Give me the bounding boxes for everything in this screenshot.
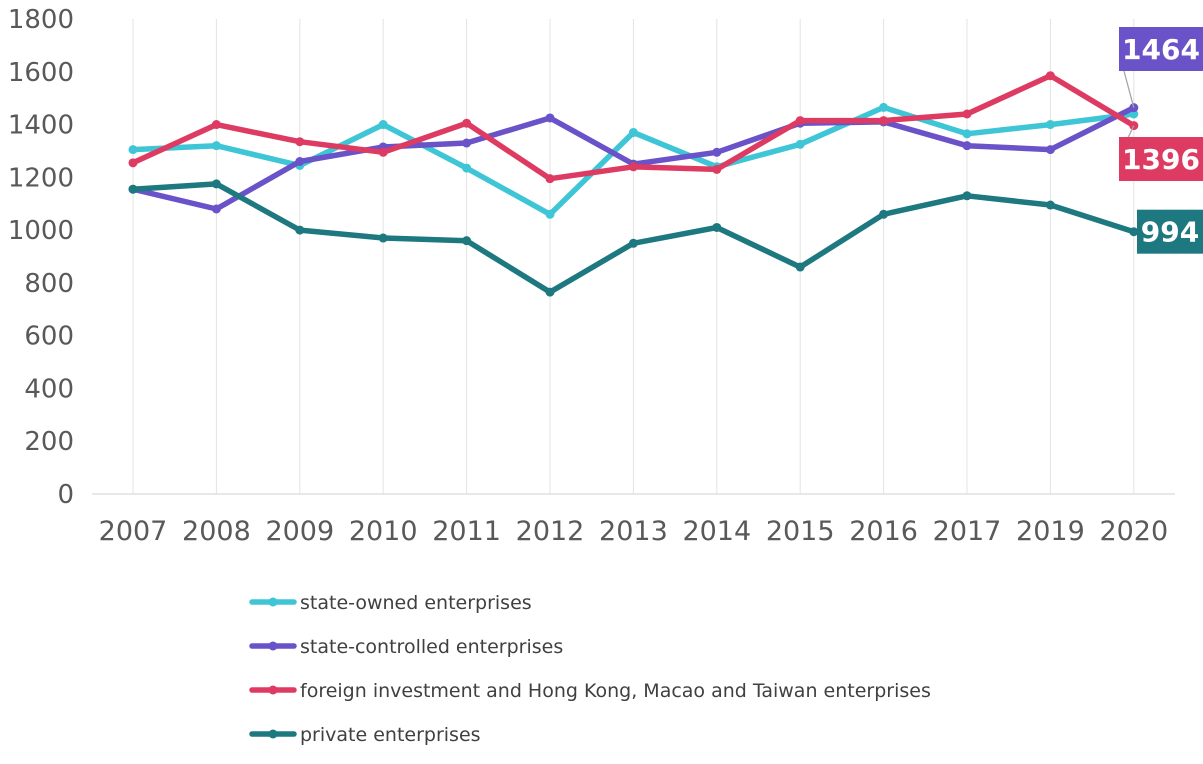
data-point (295, 225, 305, 235)
x-tick-label: 2010 (349, 516, 418, 547)
data-point (128, 145, 138, 155)
data-point (462, 118, 472, 128)
data-point (712, 147, 722, 157)
legend-swatch-marker (268, 685, 278, 695)
callout-label: 1464 (1122, 33, 1200, 66)
data-point (879, 209, 889, 219)
data-point (211, 141, 221, 151)
x-tick-label: 2019 (1016, 516, 1085, 547)
data-point (545, 113, 555, 123)
x-tick-label: 2007 (99, 516, 168, 547)
axis-layer: 0 200 400 600 800 1000 1200 1400 1600 1800 2007 200… (8, 5, 1175, 547)
data-point (795, 139, 805, 149)
series-layer (128, 71, 1139, 297)
x-tick-label: 2015 (766, 516, 835, 547)
data-point (462, 163, 472, 173)
data-point (795, 116, 805, 126)
legend-label: state-controlled enterprises (300, 636, 563, 658)
legend-item-4: private enterprises (249, 724, 481, 746)
legend-swatch-marker (268, 641, 278, 651)
y-tick-label: 600 (24, 322, 74, 352)
data-point (962, 191, 972, 201)
data-point (211, 179, 221, 189)
x-tick-label: 2008 (182, 516, 251, 547)
data-point (1045, 71, 1055, 81)
data-point (628, 162, 638, 172)
x-tick-label: 2009 (265, 516, 334, 547)
data-point (295, 157, 305, 166)
callout-994: 994 (1137, 209, 1203, 254)
y-tick-label: 0 (57, 480, 74, 510)
y-tick-label: 800 (24, 269, 74, 299)
callout-box (1137, 209, 1203, 254)
data-point (1129, 227, 1139, 237)
data-point (378, 233, 388, 243)
y-tick-label: 1400 (8, 111, 74, 141)
data-point (462, 138, 472, 148)
callout-1464: 1464 (1119, 27, 1203, 108)
data-point (1045, 120, 1055, 130)
data-point (962, 129, 972, 139)
y-tick-label: 1000 (8, 216, 74, 246)
series-4 (128, 179, 1139, 297)
x-tick-label: 2014 (682, 516, 751, 547)
data-point (545, 209, 555, 219)
y-tick-label: 1800 (8, 5, 74, 35)
x-tick-label: 2020 (1099, 516, 1168, 547)
data-point (378, 147, 388, 157)
data-point (128, 184, 138, 194)
legend-item-2: state-controlled enterprises (249, 636, 563, 658)
legend-label: private enterprises (300, 724, 481, 746)
data-point (462, 236, 472, 246)
data-point (879, 116, 889, 126)
callout-label: 994 (1141, 216, 1199, 249)
x-tick-label: 2016 (849, 516, 918, 547)
callout-label: 1396 (1122, 143, 1200, 176)
legend-swatch-marker (268, 597, 278, 607)
callout-1396: 1396 (1119, 125, 1203, 181)
data-point (628, 238, 638, 248)
data-point (712, 164, 722, 174)
data-point (1045, 200, 1055, 210)
data-point (378, 120, 388, 130)
x-tick-label: 2013 (599, 516, 668, 547)
legend-swatch-marker (268, 729, 278, 739)
data-point (545, 174, 555, 184)
data-point (1045, 145, 1055, 155)
series-3 (128, 71, 1139, 184)
x-tick-label: 2017 (933, 516, 1002, 547)
callout-leader (1123, 70, 1135, 108)
legend: state-owned enterprises state-controlled … (249, 592, 931, 746)
data-point (128, 158, 138, 168)
data-point (795, 262, 805, 272)
callout-box (1119, 27, 1203, 71)
data-point (628, 127, 638, 137)
data-point (879, 102, 889, 112)
y-tick-label: 200 (24, 427, 74, 457)
legend-label: foreign investment and Hong Kong, Macao … (300, 680, 931, 702)
y-tick-label: 1600 (8, 58, 74, 88)
data-point (295, 137, 305, 147)
data-point (211, 120, 221, 130)
y-tick-label: 400 (24, 374, 74, 404)
legend-label: state-owned enterprises (300, 592, 532, 614)
data-point (962, 141, 972, 151)
grid-layer (132, 19, 1135, 494)
legend-item-3: foreign investment and Hong Kong, Macao … (249, 680, 931, 702)
y-tick-label: 1200 (8, 163, 74, 193)
data-point (211, 204, 221, 214)
x-tick-label: 2011 (432, 516, 501, 547)
callout-layer: 1464 1396 994 (1119, 27, 1203, 254)
data-point (545, 287, 555, 297)
x-tick-label: 2012 (516, 516, 585, 547)
callout-box (1119, 137, 1203, 181)
data-point (712, 222, 722, 232)
data-point (962, 109, 972, 119)
legend-item-1: state-owned enterprises (249, 592, 532, 614)
